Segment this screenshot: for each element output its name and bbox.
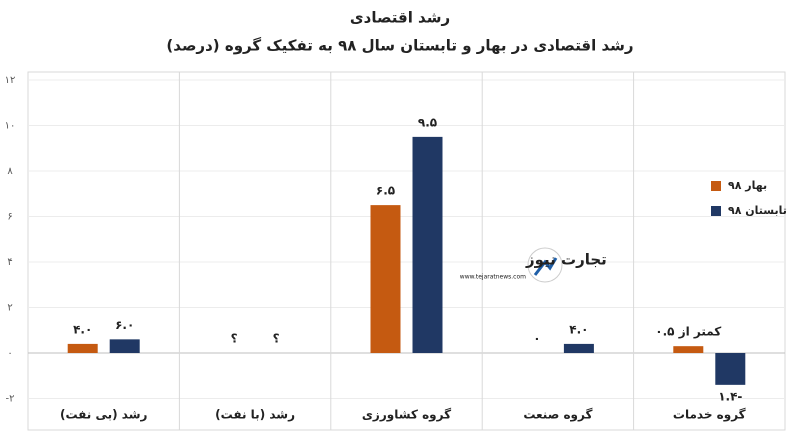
value-label: ؟	[273, 332, 280, 346]
watermark: تجارت نیوز www.tejaratnews.com	[460, 247, 607, 283]
chart-title: رشد اقتصادی	[350, 9, 450, 27]
y-tick-label: ۶	[7, 212, 12, 223]
legend-label: بهار ۹۸	[728, 179, 767, 192]
y-tick-label: ۱۲	[5, 75, 16, 86]
value-label: -۱.۴	[718, 389, 742, 403]
x-tick-label: گروه کشاورزی	[362, 408, 451, 423]
value-label: ٠	[533, 332, 540, 346]
watermark-text: تجارت نیوز	[525, 251, 607, 269]
y-tick-label: -۲	[6, 394, 15, 405]
bar	[412, 136, 443, 353]
bar	[715, 353, 746, 385]
legend-swatch	[711, 206, 721, 216]
x-tick-label: گروه صنعت	[523, 408, 592, 423]
y-tick-label: ۸	[7, 166, 13, 177]
x-tick-label: رشد (با نفت)	[215, 408, 295, 422]
bar	[673, 346, 704, 353]
x-tick-label: گروه خدمات	[673, 408, 746, 423]
value-label: ٠.۶	[115, 318, 134, 332]
value-label: ؟	[231, 332, 238, 346]
watermark-url: www.tejaratnews.com	[460, 274, 526, 281]
bar	[370, 205, 401, 353]
value-label: کمتر از ٠.۵	[655, 325, 721, 339]
y-tick-label: ۲	[7, 303, 12, 314]
y-tick-label: ۱٠	[5, 121, 16, 132]
legend-label: تابستان ۹۸	[728, 204, 787, 217]
plot-frame	[27, 71, 786, 431]
y-tick-label: ٠	[7, 348, 12, 359]
logo-arrow	[533, 257, 558, 276]
y-tick-label: ۴	[7, 257, 12, 268]
legend-swatch	[711, 181, 721, 191]
value-label: ٠.۴	[569, 322, 588, 336]
bar	[563, 343, 594, 353]
bar	[67, 343, 98, 353]
x-tick-label: رشد (بی نفت)	[60, 408, 148, 422]
value-label: ۹.۵	[418, 115, 437, 129]
chart-subtitle: رشد اقتصادی در بهار و تابستان سال ۹۸ به …	[166, 37, 633, 55]
value-label: ۶.۵	[376, 184, 395, 198]
bar	[109, 339, 140, 353]
value-label: ٠.۴	[73, 322, 92, 336]
